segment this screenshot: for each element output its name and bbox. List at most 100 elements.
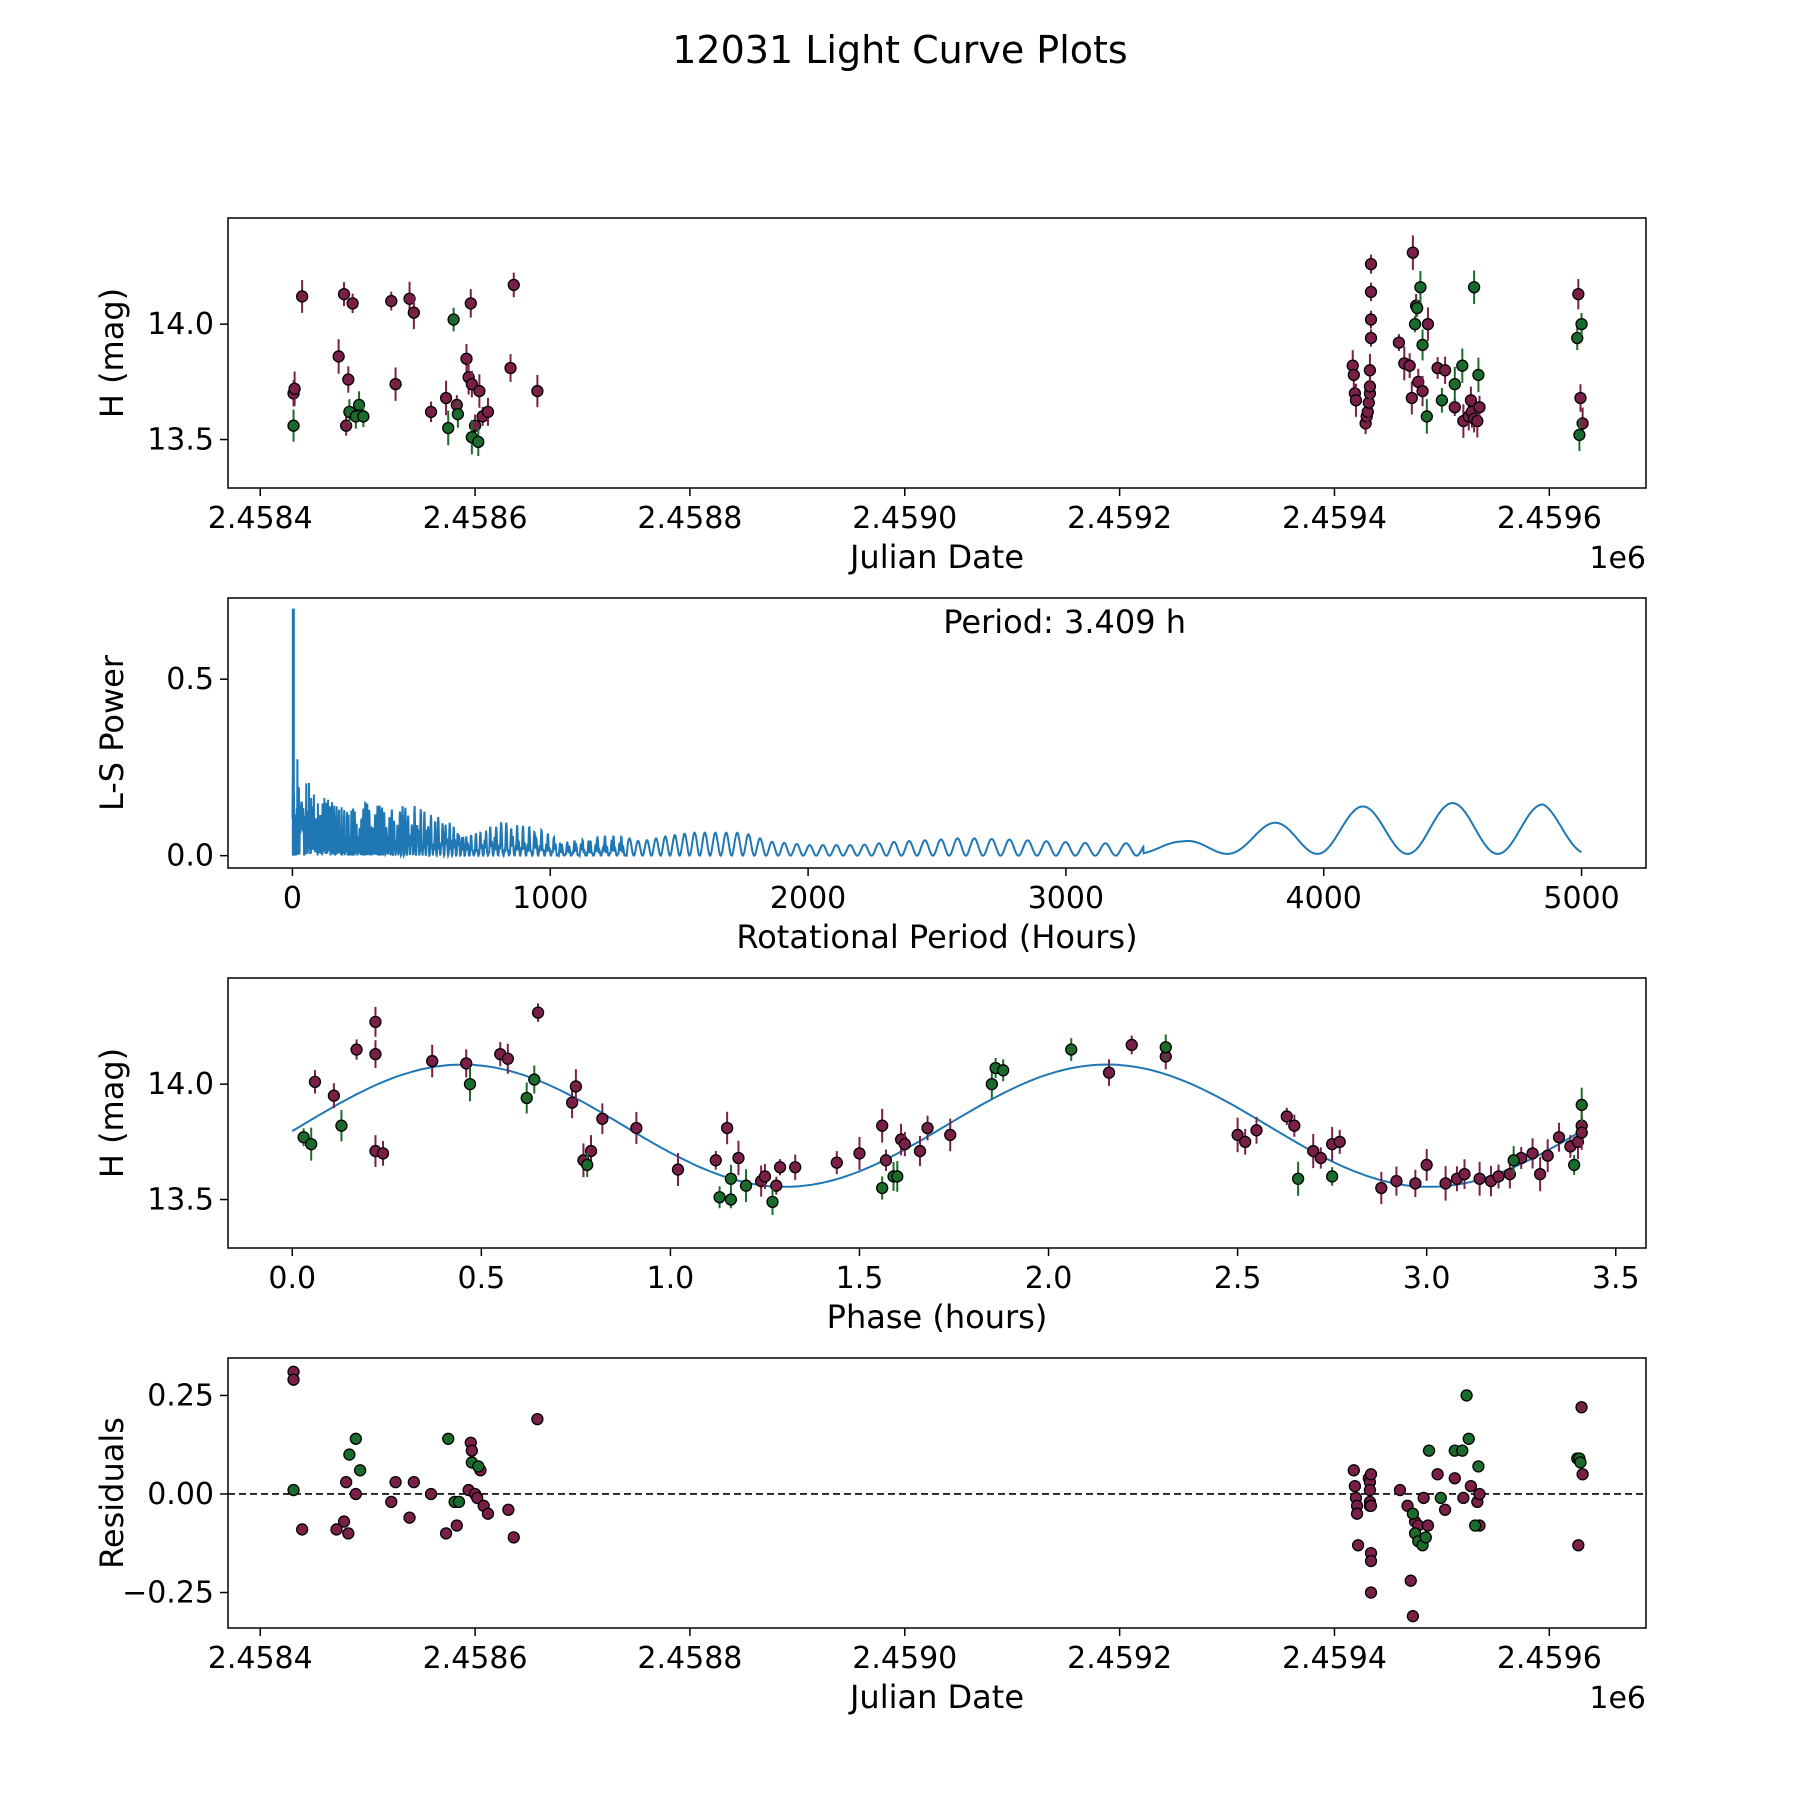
lightcurve-point-red <box>439 391 453 405</box>
phased-point-green <box>1065 1043 1078 1056</box>
phased-point-green <box>1325 1170 1339 1183</box>
phased-point-red <box>671 1163 685 1176</box>
residuals-point-red <box>481 1507 495 1520</box>
lightcurve-point-red <box>1572 288 1585 301</box>
lightcurve-point-green <box>1411 301 1424 315</box>
lightcurve-point-green <box>451 408 465 421</box>
phased-point-red <box>1541 1149 1554 1162</box>
lightcurve-point-red <box>473 384 486 398</box>
periodogram-xtick-label: 2000 <box>770 881 846 916</box>
residuals-point-red <box>1348 1479 1362 1493</box>
lightcurve-point-green <box>1571 331 1584 345</box>
lightcurve-point-green <box>352 398 366 412</box>
residuals-point-green <box>1419 1531 1432 1544</box>
phased-point-red <box>1375 1181 1388 1195</box>
phased-point-green <box>1575 1098 1588 1112</box>
residuals-xtick-label: 2.4584 <box>208 1641 313 1676</box>
phased-point-red <box>350 1043 363 1056</box>
periodogram-ytick-label: 0.5 <box>166 662 214 697</box>
phased-point-red <box>944 1128 957 1142</box>
phased-point-red <box>853 1147 866 1160</box>
phased-point-red <box>1102 1066 1116 1079</box>
lightcurve-point-green <box>1448 378 1461 391</box>
phased-point-green <box>305 1138 318 1151</box>
residuals-point-red <box>1438 1503 1452 1516</box>
residuals-xtick-label: 2.4592 <box>1067 1641 1172 1676</box>
lightcurve-point-green <box>447 313 460 326</box>
phased-ytick-label: 13.5 <box>147 1183 214 1218</box>
lightcurve-ytick-label: 14.0 <box>147 307 214 342</box>
periodogram-plot-area <box>291 608 1582 860</box>
lightcurve-point-red <box>1421 318 1435 331</box>
residuals-point-red <box>1350 1507 1364 1520</box>
phased-point-green <box>997 1064 1010 1077</box>
residuals-point-red <box>403 1511 416 1524</box>
lightcurve-ytick-label: 13.5 <box>147 423 214 458</box>
phased-point-green <box>1568 1158 1581 1172</box>
residuals-point-red <box>349 1487 362 1501</box>
phased-point-green <box>520 1091 533 1105</box>
residuals-point-red <box>450 1519 463 1532</box>
phased-point-red <box>1575 1126 1588 1139</box>
phased-point-green <box>713 1191 726 1204</box>
phased-point-green <box>528 1073 541 1086</box>
phased-point-red <box>876 1119 889 1132</box>
phased-panel: 0.0 0.5 1.0 1.5 2.0 2.5 3.0 3.5 13.5 14.0 Phase (h… <box>93 977 1647 1336</box>
phased-point-red <box>569 1080 583 1093</box>
residuals-point-red <box>1364 1554 1378 1568</box>
lightcurve-xtick-label: 2.4596 <box>1497 501 1602 536</box>
phased-point-red <box>1390 1174 1403 1188</box>
phased-point-red <box>1552 1131 1566 1144</box>
lightcurve-point-red <box>403 292 416 305</box>
residuals-point-red <box>1404 1574 1417 1587</box>
residuals-point-red <box>330 1523 343 1536</box>
lightcurve-point-red <box>1473 401 1486 414</box>
phased-point-red <box>773 1161 787 1174</box>
phased-point-red <box>1288 1119 1301 1132</box>
residuals-ylabel: Residuals <box>93 1417 131 1569</box>
residuals-point-red <box>1575 1401 1588 1414</box>
periodogram-ytick-label: 0.0 <box>166 839 214 874</box>
phased-point-red <box>830 1156 843 1169</box>
lightcurve-point-red <box>332 350 345 363</box>
residuals-point-red <box>1351 1539 1365 1552</box>
lightcurve-xtick-label: 2.4584 <box>208 501 313 536</box>
phased-point-red <box>913 1144 927 1158</box>
residuals-point-red <box>1448 1472 1461 1485</box>
lightcurve-point-red <box>407 306 420 319</box>
residuals-point-red <box>1347 1464 1360 1477</box>
lightcurve-point-red <box>385 294 398 308</box>
residuals-point-green <box>1460 1389 1473 1402</box>
periodogram-frame <box>227 597 1647 869</box>
phased-ylabel: H (mag) <box>93 1048 131 1178</box>
phased-point-red <box>879 1154 893 1167</box>
phased-point-green <box>297 1131 310 1144</box>
periodogram-xtick-label: 4000 <box>1286 881 1362 916</box>
periodogram-line <box>291 759 1582 860</box>
phased-point-green <box>724 1172 738 1185</box>
lightcurve-xlabel: Julian Date <box>848 538 1024 576</box>
residuals-point-green <box>343 1448 356 1461</box>
residuals-point-red <box>1364 1468 1378 1481</box>
phased-frame <box>227 977 1647 1249</box>
lightcurve-point-red <box>1471 414 1484 428</box>
residuals-point-red <box>1457 1491 1470 1505</box>
lightcurve-point-red <box>507 278 520 292</box>
phased-point-red <box>1439 1177 1452 1190</box>
phased-point-red <box>1526 1147 1539 1160</box>
residuals-point-red <box>502 1503 515 1516</box>
residuals-point-red <box>1417 1491 1430 1505</box>
residuals-point-red <box>389 1476 402 1489</box>
residuals-xlabel: Julian Date <box>848 1678 1024 1716</box>
lightcurve-point-red <box>1364 331 1378 345</box>
residuals-point-green <box>1469 1519 1482 1532</box>
residuals-point-red <box>1364 1499 1378 1512</box>
residuals-xtick-label: 2.4590 <box>852 1641 957 1676</box>
lightcurve-point-green <box>287 419 300 432</box>
phased-point-red <box>630 1121 643 1135</box>
residuals-point-red <box>1576 1468 1589 1481</box>
phased-point-green <box>891 1170 904 1183</box>
lightcurve-xtick-label: 2.4588 <box>637 501 742 536</box>
lightcurve-point-green <box>442 421 455 435</box>
phased-point-green <box>766 1195 779 1208</box>
